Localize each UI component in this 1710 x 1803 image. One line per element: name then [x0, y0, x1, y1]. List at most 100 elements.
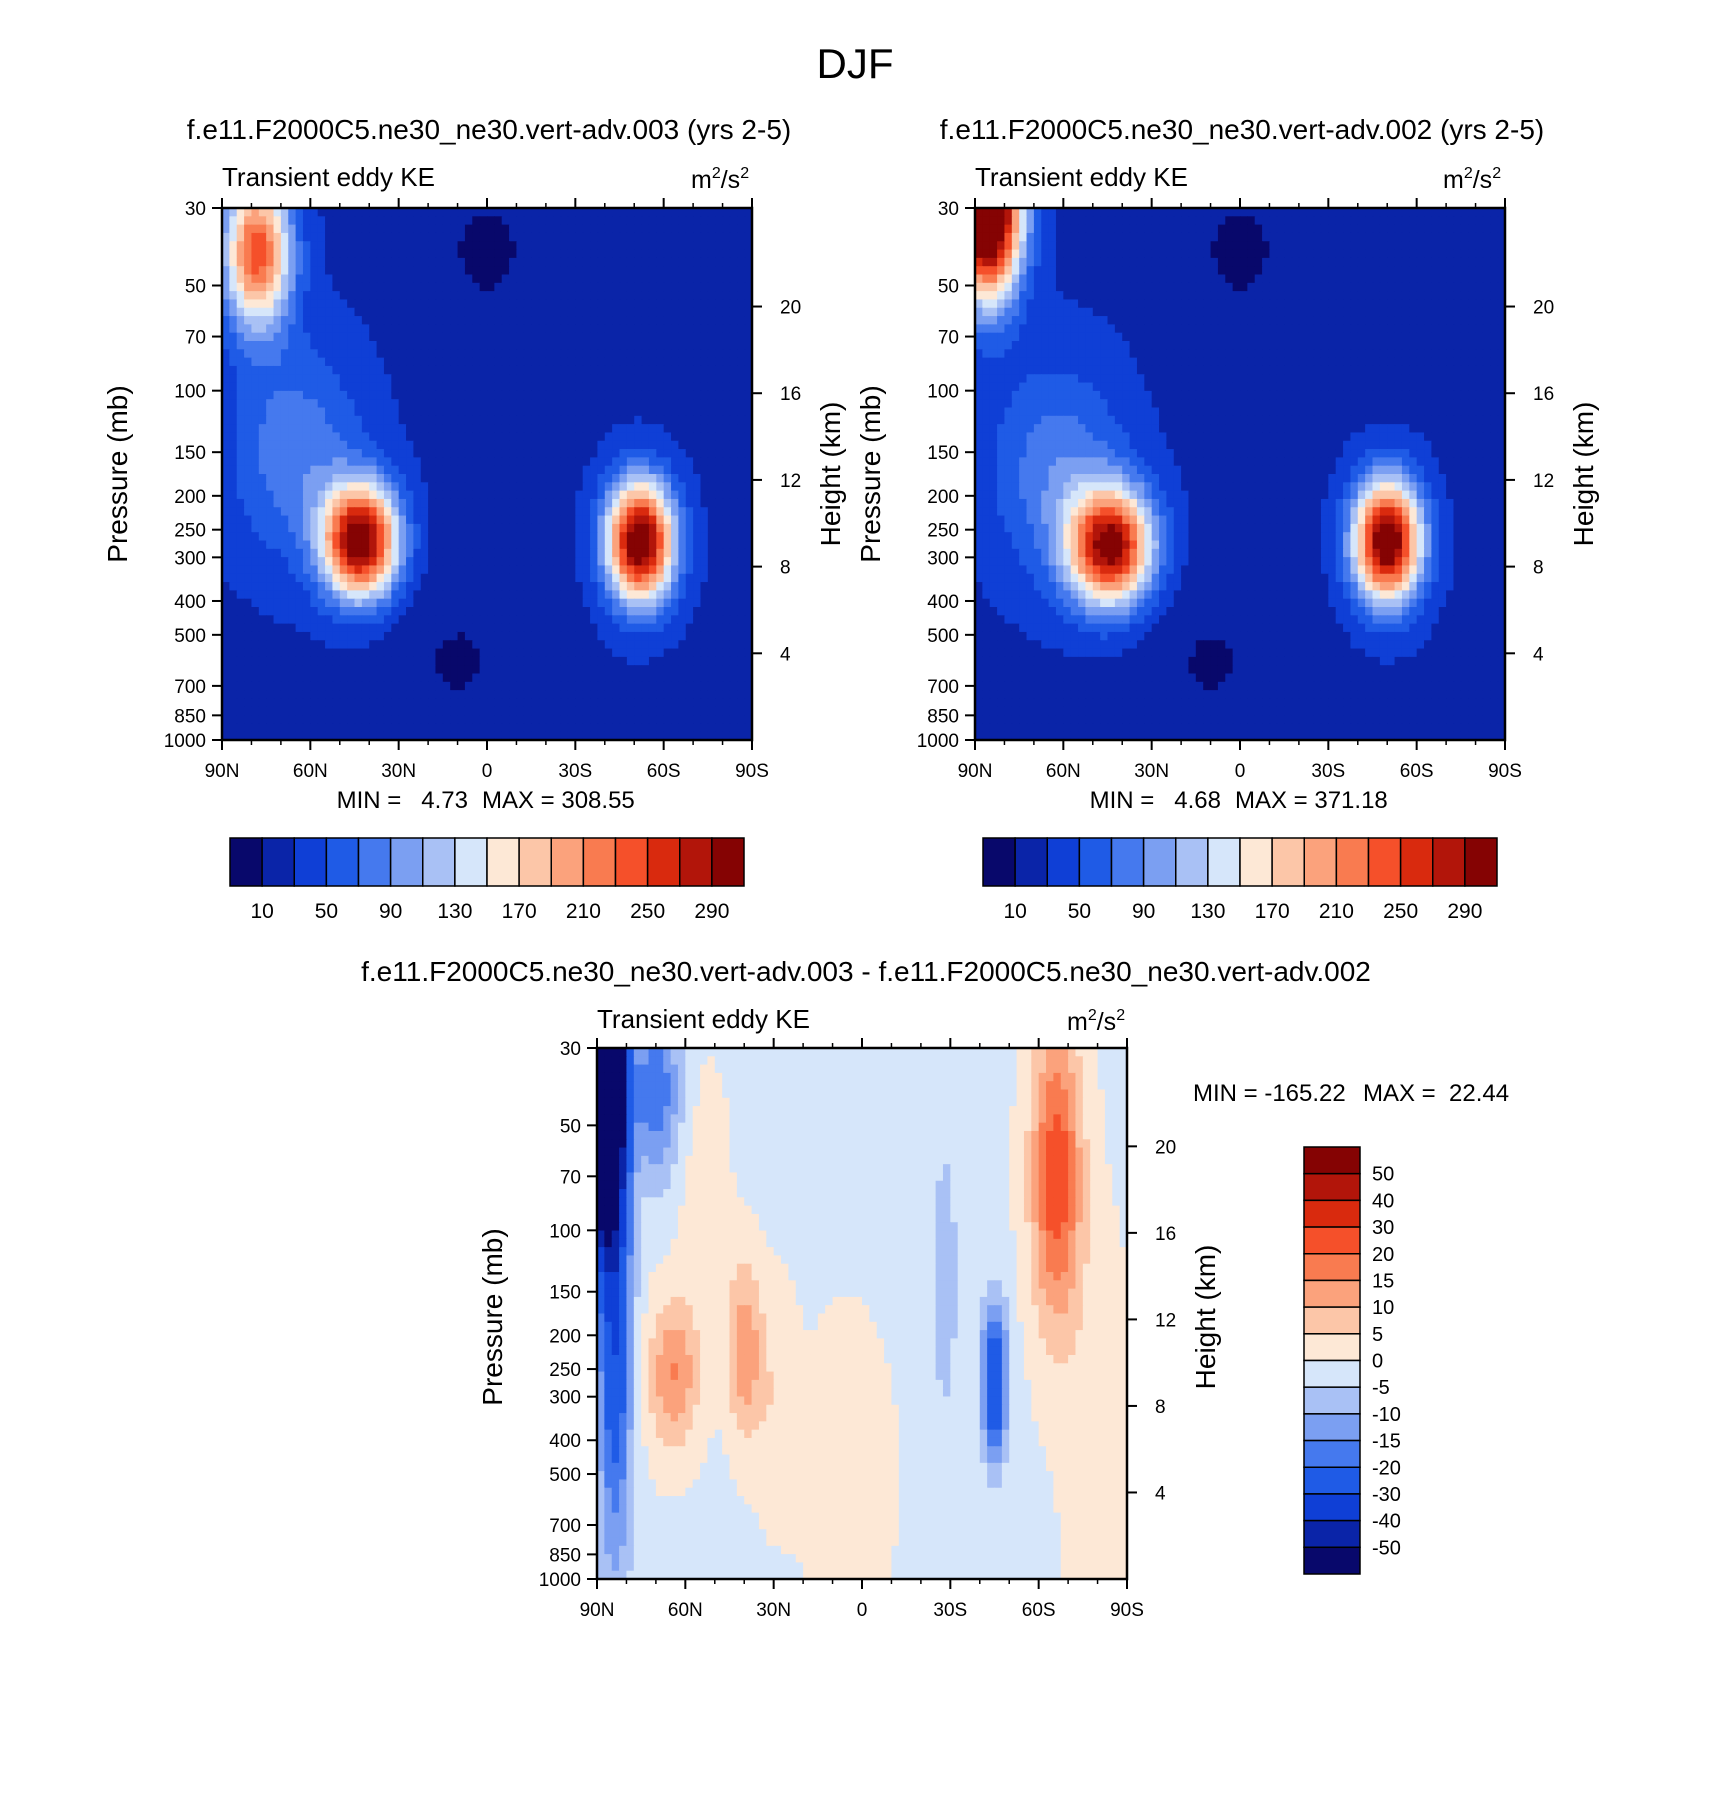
- contour-cell: [376, 465, 385, 475]
- contour-cell: [420, 623, 429, 633]
- contour-cell: [457, 523, 466, 533]
- contour-cell: [479, 590, 488, 600]
- contour-cell: [582, 415, 591, 425]
- contour-cell: [406, 432, 414, 442]
- contour-cell: [339, 365, 348, 375]
- contour-cell: [229, 316, 238, 325]
- contour-cell: [567, 299, 576, 309]
- contour-cell: [737, 715, 746, 724]
- contour-cell: [516, 681, 525, 691]
- contour-cell: [656, 690, 665, 700]
- contour-cell: [406, 648, 414, 658]
- contour-cell: [273, 565, 282, 575]
- contour-cell: [317, 307, 326, 317]
- contour-cell: [383, 424, 392, 434]
- contour-cell: [376, 523, 385, 533]
- contour-cell: [317, 523, 326, 533]
- contour-cell: [531, 590, 540, 600]
- contour-cell: [1210, 216, 1219, 226]
- contour-cell: [317, 598, 326, 608]
- contour-cell: [428, 715, 437, 724]
- contour-cell: [310, 532, 319, 542]
- contour-cell: [413, 540, 422, 550]
- contour-cell: [722, 432, 731, 442]
- contour-cell: [1019, 224, 1028, 234]
- contour-cell: [604, 582, 613, 591]
- contour-cell: [472, 482, 481, 492]
- contour-cell: [383, 665, 392, 675]
- contour-cell: [641, 449, 650, 458]
- contour-cell: [222, 208, 230, 217]
- contour-cell: [280, 498, 289, 508]
- contour-cell: [428, 324, 437, 334]
- contour-cell: [575, 673, 584, 683]
- contour-cell: [612, 607, 621, 616]
- contour-cell: [479, 681, 488, 691]
- contour-cell: [317, 449, 326, 458]
- contour-cell: [347, 349, 356, 359]
- contour-cell: [982, 232, 991, 242]
- contour-cell: [509, 598, 518, 608]
- contour-cell: [1217, 216, 1226, 226]
- contour-cell: [442, 474, 451, 483]
- contour-cell: [722, 241, 731, 251]
- contour-cell: [501, 565, 510, 575]
- contour-cell: [494, 324, 503, 334]
- contour-cell: [420, 515, 429, 525]
- contour-cell: [295, 432, 304, 442]
- contour-cell: [663, 382, 672, 392]
- contour-cell: [634, 241, 643, 251]
- contour-cell: [604, 415, 613, 425]
- contour-cell: [450, 706, 459, 716]
- contour-cell: [1019, 208, 1028, 217]
- contour-cell: [545, 457, 554, 467]
- contour-cell: [648, 399, 657, 409]
- contour-cell: [457, 557, 466, 567]
- contour-cell: [634, 573, 643, 583]
- contour-cell: [656, 715, 665, 724]
- contour-cell: [1291, 224, 1300, 234]
- contour-cell: [516, 390, 525, 400]
- contour-cell: [501, 673, 510, 683]
- contour-cell: [487, 390, 495, 400]
- contour-cell: [671, 357, 679, 367]
- contour-cell: [1328, 216, 1337, 226]
- contour-cell: [472, 232, 481, 242]
- contour-cell: [258, 656, 267, 666]
- contour-cell: [244, 490, 253, 500]
- contour-cell: [376, 390, 385, 400]
- contour-cell: [369, 665, 378, 675]
- contour-cell: [295, 548, 304, 558]
- contour-cell: [464, 291, 473, 301]
- contour-cell: [450, 341, 459, 350]
- contour-cell: [1100, 224, 1109, 234]
- contour-cell: [634, 590, 643, 600]
- contour-cell: [457, 465, 466, 475]
- contour-cell: [575, 274, 584, 284]
- contour-cell: [744, 723, 753, 733]
- contour-cell: [678, 565, 687, 575]
- contour-cell: [509, 532, 518, 542]
- contour-cell: [310, 266, 319, 276]
- contour-cell: [325, 573, 334, 583]
- contour-cell: [663, 399, 672, 409]
- contour-cell: [604, 349, 613, 359]
- contour-cell: [354, 540, 363, 550]
- contour-cell: [590, 457, 599, 467]
- contour-cell: [685, 465, 694, 475]
- contour-cell: [406, 324, 414, 334]
- contour-cell: [501, 365, 510, 375]
- contour-cell: [523, 623, 532, 633]
- contour-cell: [332, 673, 341, 683]
- contour-cell: [567, 457, 576, 467]
- contour-cell: [560, 474, 569, 483]
- contour-cell: [590, 548, 599, 558]
- contour-cell: [729, 341, 738, 350]
- contour-cell: [1460, 208, 1469, 217]
- contour-cell: [472, 573, 481, 583]
- contour-cell: [634, 673, 643, 683]
- contour-cell: [464, 349, 473, 359]
- contour-cell: [310, 316, 319, 325]
- contour-cell: [464, 515, 473, 525]
- contour-cell: [560, 498, 569, 508]
